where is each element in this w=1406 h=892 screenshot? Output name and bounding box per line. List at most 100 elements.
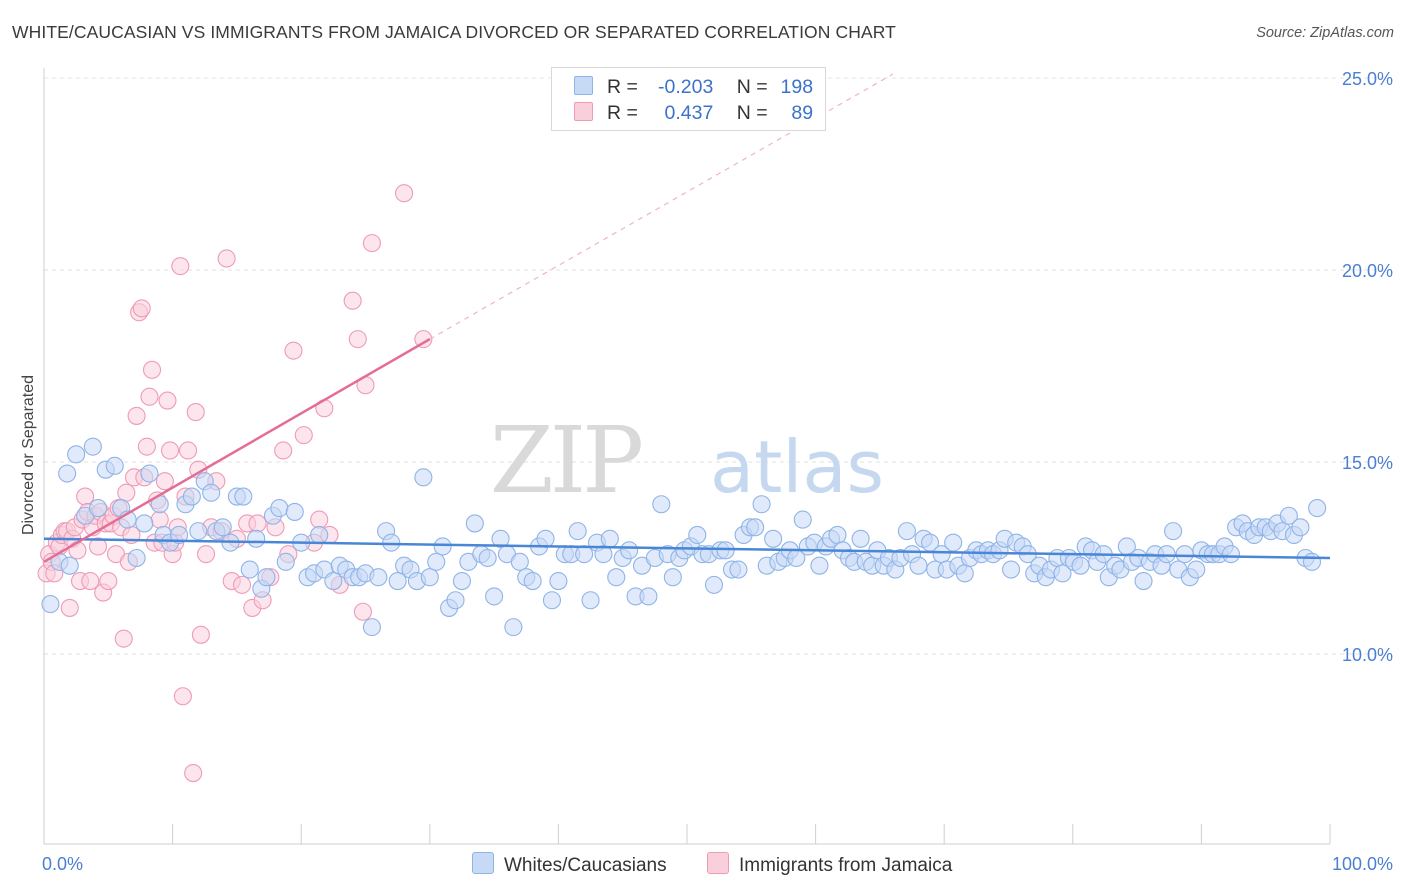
- point-jamaica: [60, 598, 79, 617]
- series-legend-whites[interactable]: Whites/Caucasians: [472, 852, 667, 877]
- point-jamaica: [191, 625, 210, 644]
- point-jamaica: [343, 291, 362, 310]
- point-whites: [704, 575, 724, 594]
- point-whites: [600, 529, 619, 548]
- point-jamaica: [284, 341, 303, 360]
- point-jamaica: [150, 510, 169, 529]
- point-whites: [510, 552, 529, 571]
- point-whites: [746, 518, 765, 537]
- point-whites: [140, 464, 159, 483]
- legend-r-value: -0.203: [658, 76, 714, 98]
- point-jamaica: [353, 602, 372, 621]
- point-whites: [1164, 522, 1183, 541]
- point-whites: [1071, 556, 1090, 575]
- point-whites: [764, 529, 783, 548]
- point-whites: [189, 522, 208, 541]
- point-whites: [620, 541, 639, 560]
- point-whites: [652, 495, 671, 514]
- point-whites: [362, 618, 381, 637]
- point-whites: [1302, 552, 1322, 571]
- point-jamaica: [348, 330, 367, 349]
- point-jamaica: [414, 330, 433, 349]
- point-whites: [270, 499, 289, 518]
- point-whites: [729, 560, 748, 579]
- point-whites: [955, 564, 974, 583]
- series-label-whites: Whites/Caucasians: [504, 855, 667, 876]
- point-whites: [202, 483, 221, 502]
- point-jamaica: [81, 571, 100, 591]
- point-jamaica: [160, 441, 180, 460]
- point-whites: [607, 568, 626, 587]
- trend-line-jamaica: [43, 338, 431, 563]
- point-whites: [478, 548, 497, 568]
- legend-row-jamaica: R = 0.437 N = 89: [574, 102, 813, 126]
- point-jamaica: [184, 763, 203, 783]
- point-whites: [793, 510, 812, 529]
- point-jamaica: [88, 537, 108, 556]
- point-whites: [1157, 545, 1176, 564]
- point-whites: [83, 437, 102, 456]
- point-whites: [594, 545, 613, 564]
- point-jamaica: [127, 406, 146, 425]
- point-whites: [452, 571, 472, 591]
- point-whites: [382, 533, 401, 552]
- point-whites: [420, 568, 439, 587]
- y-axis-title: Divorced or Separated: [20, 375, 37, 535]
- legend-n-value: 89: [791, 102, 814, 124]
- point-whites: [427, 552, 446, 571]
- legend-n-label: N =: [736, 102, 768, 124]
- point-jamaica: [114, 629, 133, 648]
- point-whites: [60, 556, 79, 575]
- point-whites: [1308, 499, 1327, 518]
- legend-n-label: N =: [736, 76, 768, 98]
- point-whites: [523, 571, 542, 591]
- point-jamaica: [217, 249, 236, 268]
- series-legend: Whites/Caucasians Immigrants from Jamaic…: [0, 852, 1406, 878]
- chart-title: WHITE/CAUCASIAN VS IMMIGRANTS FROM JAMAI…: [12, 22, 896, 42]
- point-whites: [324, 571, 343, 591]
- point-whites: [1134, 571, 1153, 591]
- point-whites: [127, 548, 146, 568]
- point-whites: [169, 525, 189, 545]
- point-whites: [446, 591, 465, 610]
- point-whites: [504, 618, 523, 637]
- legend-r-label: R =: [607, 76, 638, 98]
- point-whites: [135, 514, 154, 533]
- point-jamaica: [362, 234, 381, 253]
- point-jamaica: [140, 387, 159, 406]
- y-tick-label: 20.0%: [1342, 261, 1393, 281]
- series-legend-jamaica[interactable]: Immigrants from Jamaica: [707, 852, 952, 877]
- point-whites: [310, 525, 329, 545]
- point-whites: [1053, 564, 1072, 583]
- trend-line-whites: [43, 537, 1331, 560]
- point-whites: [285, 502, 304, 521]
- point-jamaica: [186, 403, 205, 422]
- point-jamaica: [294, 426, 313, 445]
- legend-n-value: 198: [780, 76, 814, 98]
- point-jamaica: [395, 184, 414, 203]
- watermark-atlas: atlas: [710, 425, 884, 509]
- point-whites: [639, 587, 658, 606]
- point-whites: [663, 568, 682, 587]
- point-jamaica: [117, 483, 136, 502]
- legend-swatch-whites: [574, 76, 593, 95]
- watermark: ZIP atlas: [490, 407, 884, 514]
- point-whites: [388, 571, 407, 591]
- point-whites: [67, 445, 86, 464]
- point-whites: [909, 556, 928, 575]
- point-whites: [581, 591, 600, 610]
- point-whites: [58, 464, 77, 483]
- series-swatch-whites: [472, 852, 494, 874]
- point-whites: [257, 568, 276, 587]
- point-whites: [105, 456, 124, 475]
- point-whites: [240, 560, 259, 579]
- point-whites: [568, 522, 587, 541]
- correlation-legend: R = -0.203 N = 198 R = 0.437 N = 89: [551, 67, 826, 131]
- point-whites: [1291, 518, 1310, 537]
- point-whites: [752, 495, 771, 514]
- point-jamaica: [132, 299, 151, 318]
- point-whites: [433, 537, 452, 556]
- point-jamaica: [232, 575, 252, 594]
- point-whites: [944, 533, 963, 552]
